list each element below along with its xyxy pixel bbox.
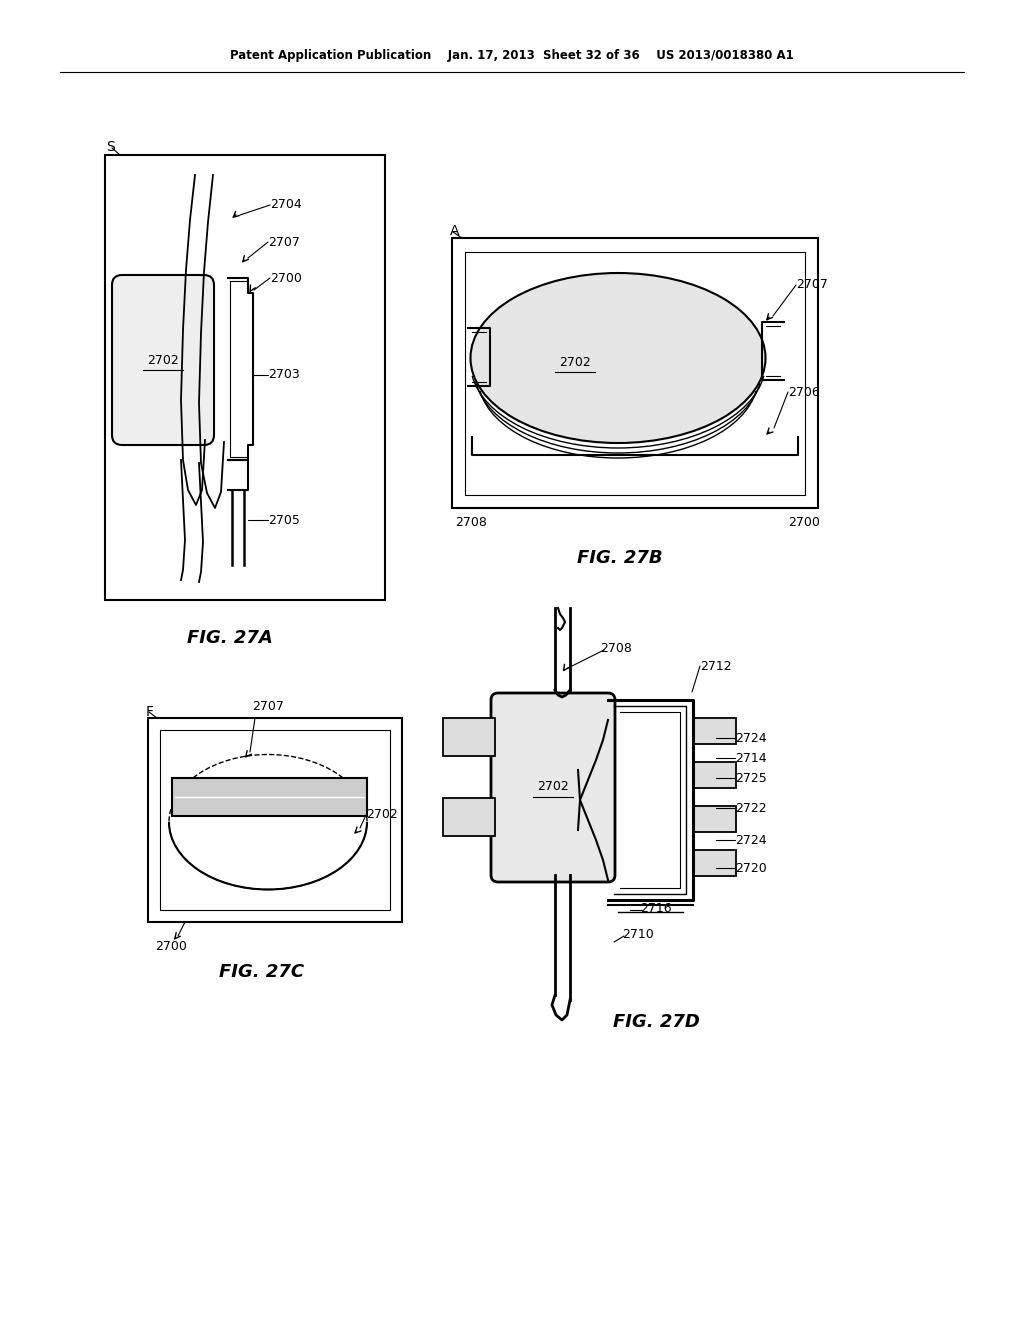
- Text: 2724: 2724: [735, 833, 767, 846]
- Polygon shape: [693, 850, 736, 876]
- Text: 2702: 2702: [147, 354, 179, 367]
- Text: FIG. 27D: FIG. 27D: [612, 1012, 699, 1031]
- Text: 2707: 2707: [252, 701, 284, 714]
- Text: 2708: 2708: [455, 516, 486, 528]
- Text: 2706: 2706: [788, 385, 820, 399]
- Text: 2704: 2704: [270, 198, 302, 211]
- Text: 2703: 2703: [268, 368, 300, 381]
- Text: FIG. 27B: FIG. 27B: [578, 549, 663, 568]
- Text: 2707: 2707: [796, 279, 827, 292]
- Polygon shape: [693, 762, 736, 788]
- Text: 2702: 2702: [366, 808, 397, 821]
- Text: 2724: 2724: [735, 731, 767, 744]
- Polygon shape: [443, 718, 495, 756]
- Text: 2705: 2705: [268, 513, 300, 527]
- Text: Patent Application Publication    Jan. 17, 2013  Sheet 32 of 36    US 2013/00183: Patent Application Publication Jan. 17, …: [230, 49, 794, 62]
- Text: FIG. 27A: FIG. 27A: [187, 630, 272, 647]
- Text: S: S: [106, 140, 115, 154]
- Polygon shape: [693, 807, 736, 832]
- Text: 2700: 2700: [155, 940, 186, 953]
- Polygon shape: [172, 777, 367, 816]
- Polygon shape: [443, 799, 495, 836]
- Polygon shape: [693, 718, 736, 744]
- Text: 2720: 2720: [735, 862, 767, 874]
- Text: 2722: 2722: [735, 801, 767, 814]
- Text: A: A: [450, 224, 460, 238]
- Text: FIG. 27C: FIG. 27C: [219, 964, 304, 981]
- Text: 2702: 2702: [538, 780, 569, 793]
- Text: 2714: 2714: [735, 751, 767, 764]
- Text: 2710: 2710: [622, 928, 653, 940]
- Text: 2702: 2702: [559, 355, 591, 368]
- Text: 2725: 2725: [735, 771, 767, 784]
- Text: 2700: 2700: [270, 272, 302, 285]
- Text: 2708: 2708: [600, 642, 632, 655]
- Text: 2700: 2700: [788, 516, 820, 528]
- Text: 2712: 2712: [700, 660, 731, 672]
- Text: 2716: 2716: [640, 902, 672, 915]
- Text: F: F: [146, 705, 154, 719]
- FancyBboxPatch shape: [112, 275, 214, 445]
- Text: 2707: 2707: [268, 235, 300, 248]
- FancyBboxPatch shape: [490, 693, 615, 882]
- Ellipse shape: [470, 273, 766, 444]
